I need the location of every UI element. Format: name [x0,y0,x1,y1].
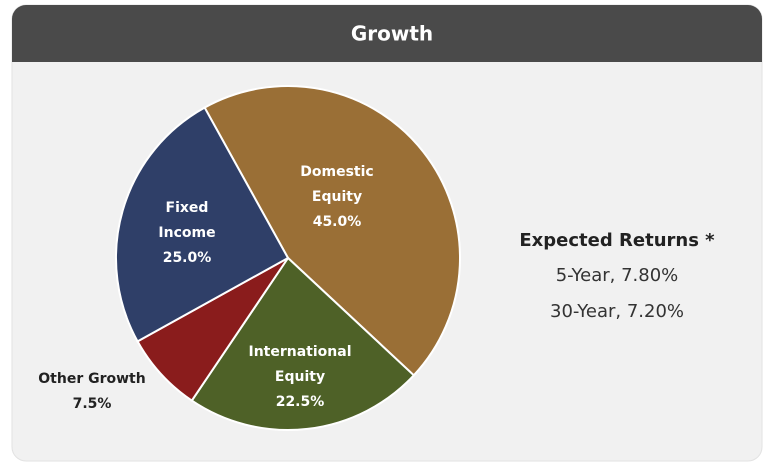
label-line: Fixed [166,200,209,216]
label-line: Domestic [300,164,373,180]
card-header [12,5,762,62]
pie-slice [203,85,461,377]
chart-title: Growth [351,22,433,46]
annotation-line: 5-Year, 7.80% [556,265,679,286]
slice-value-label: 7.5% [73,396,112,412]
annotation-line: 30-Year, 7.20% [550,301,684,322]
slice-label: International Equity [248,344,351,385]
slice-label: Fixed Income [158,200,215,241]
slice-value-label: 45.0% [313,214,362,230]
label-line: International [248,344,351,360]
slice-value-label: 25.0% [163,250,212,266]
slice-label: Domestic Equity [300,164,373,205]
label-line: Equity [275,369,325,385]
annotation-title: Expected Returns * [519,230,715,251]
slice-label: Other Growth [38,371,145,387]
label-line: Equity [312,189,362,205]
label-line: Income [158,225,215,241]
pie-slice [115,106,290,343]
pie-slice [190,256,416,431]
slice-value-label: 22.5% [276,394,325,410]
